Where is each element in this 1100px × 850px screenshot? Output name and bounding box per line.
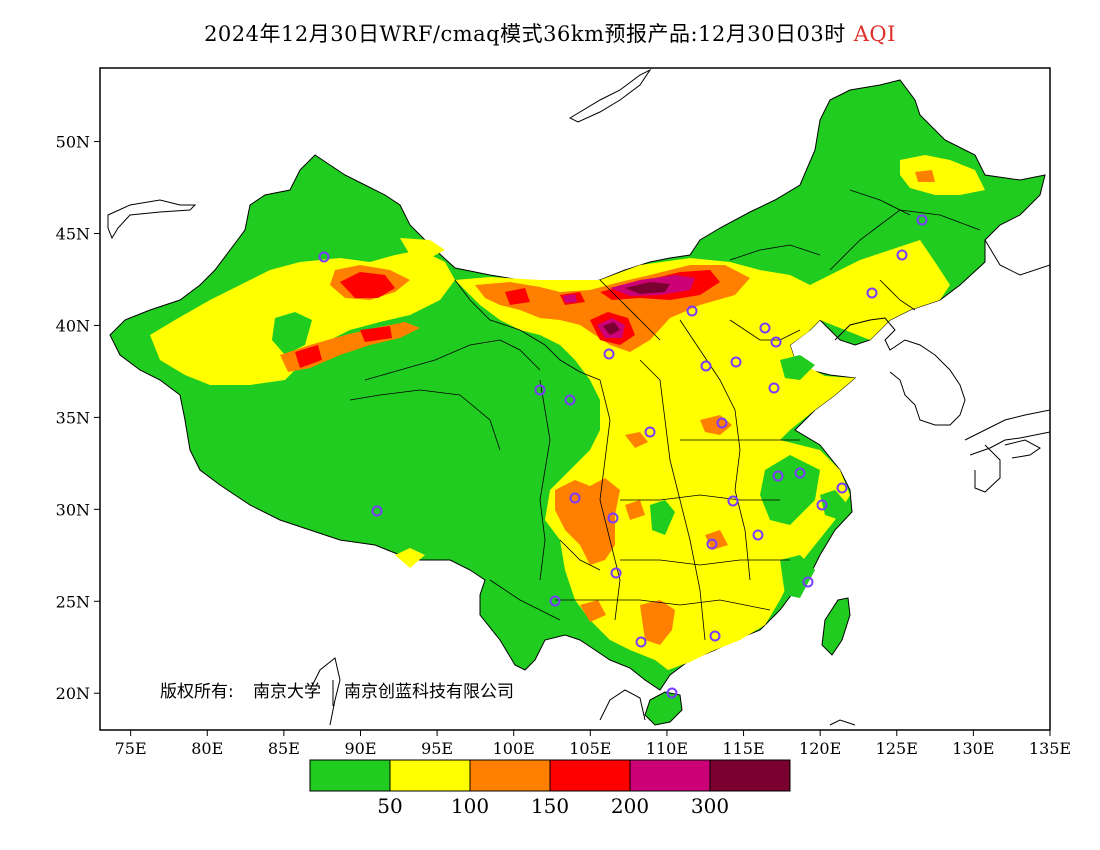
legend-label: 150 — [531, 794, 569, 818]
lon-tick-label: 120E — [799, 739, 841, 758]
lon-tick-label: 110E — [646, 739, 688, 758]
lon-tick-label: 90E — [344, 739, 376, 758]
map-body: 版权所有: 南京大学 南京创蓝科技有限公司 — [100, 68, 1050, 730]
legend-swatch — [309, 759, 391, 792]
lon-tick-label: 130E — [952, 739, 994, 758]
lon-tick-label: 95E — [421, 739, 453, 758]
aqi-legend: 50 100 150 200 300 — [309, 759, 791, 818]
lon-tick-label: 80E — [191, 739, 223, 758]
copyright-block: 版权所有: 南京大学 南京创蓝科技有限公司 — [160, 680, 514, 706]
legend-label: 100 — [451, 794, 489, 818]
lat-tick-label: 40N — [56, 316, 90, 335]
lon-tick-label: 125E — [876, 739, 918, 758]
lat-tick-label: 30N — [56, 500, 90, 519]
legend-swatch — [469, 759, 551, 792]
legend-label: 50 — [377, 794, 402, 818]
lat-tick-label: 45N — [56, 225, 90, 244]
lon-tick-label: 135E — [1029, 739, 1071, 758]
coastlines — [107, 68, 1050, 726]
legend-label: 200 — [611, 794, 649, 818]
lat-tick-label: 20N — [56, 684, 90, 703]
station-markers — [318, 214, 928, 699]
map-title: 2024年12月30日WRF/cmaq模式36km预报产品:12月30日03时 A… — [0, 18, 1100, 48]
copyright-org2: 南京创蓝科技有限公司 — [344, 682, 514, 702]
hazardous-zones — [603, 282, 670, 335]
lon-tick-label: 75E — [115, 739, 147, 758]
lat-tick-label: 25N — [56, 592, 90, 611]
longitude-axis: 75E 80E 85E 90E 95E 100E 105E 110E 115E 120E 125E 1… — [115, 730, 1071, 758]
lon-tick-label: 85E — [268, 739, 300, 758]
legend-swatch — [709, 759, 791, 792]
taiwan-island — [821, 597, 851, 656]
title-main: 2024年12月30日WRF/cmaq模式36km预报产品:12月30日03时 — [204, 22, 846, 46]
title-variable: AQI — [853, 22, 896, 46]
copyright-org1: 南京大学 — [253, 682, 321, 702]
legend-swatch — [629, 759, 711, 792]
lon-tick-label: 100E — [493, 739, 535, 758]
province-boundaries — [349, 189, 981, 641]
lat-tick-label: 35N — [56, 408, 90, 427]
legend-swatch — [389, 759, 471, 792]
lon-tick-label: 105E — [569, 739, 611, 758]
map-frame — [99, 67, 1051, 731]
legend-label: 300 — [691, 794, 729, 818]
lat-tick-label: 50N — [56, 133, 90, 152]
copyright-prefix: 版权所有: — [160, 682, 234, 702]
latitude-axis: 50N 45N 40N 35N 30N 25N 20N — [56, 133, 100, 703]
legend-swatch — [549, 759, 631, 792]
lon-tick-label: 115E — [722, 739, 764, 758]
